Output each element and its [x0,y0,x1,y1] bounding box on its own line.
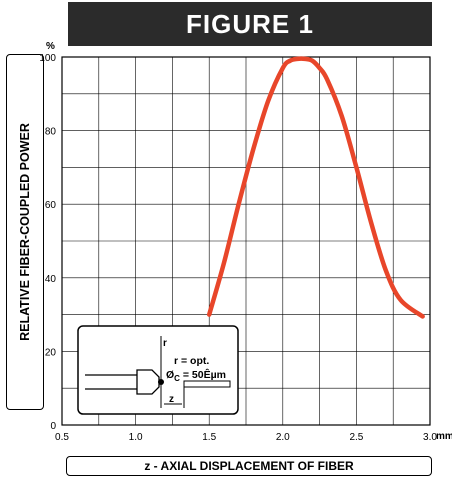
x-tick-label: 0.5 [55,432,69,443]
inset-core-diameter: ØC = 50Êµm [166,368,226,383]
y-tick-label: 80 [45,127,57,138]
x-axis-label: z - AXIAL DISPLACEMENT OF FIBER [144,459,354,473]
inset-sub-c: C [174,374,180,383]
plot-frame [61,56,431,426]
lens-housing [136,369,160,395]
y-tick-label: 40 [45,274,57,285]
x-axis-label-box: z - AXIAL DISPLACEMENT OF FIBER [66,456,432,476]
x-tick-label: 1.5 [202,432,216,443]
inset-r-opt: r = opt. [174,355,209,367]
y-tick-label: 60 [45,200,57,211]
inset-phi: Ø [166,369,174,381]
fiber-end [183,380,231,388]
x-tick-label: 3.0 [423,432,437,443]
inset-value: = 50Êµm [180,368,226,381]
y-axis-label-box: RELATIVE FIBER-COUPLED POWER [6,54,44,410]
y-unit-label: % [46,41,55,52]
inset-z-label: z [169,394,174,405]
inset-diagram: r r = opt. ØC = 50Êµm z [77,325,239,415]
y-tick-label: 0 [50,421,56,432]
y-tick-label: 100 [39,53,56,64]
x-tick-label: 2.5 [349,432,363,443]
inset-box [77,325,239,415]
x-unit-label: mm [436,431,452,442]
y-tick-label: 20 [45,347,57,358]
series-line [206,56,425,319]
tick-labels: 0.5 1.0 1.5 2.0 2.5 3.0 0 20 40 60 80 100 [39,53,437,443]
x-tick-label: 1.0 [129,432,143,443]
inset-r-label: r [163,338,167,349]
series-group [206,56,425,319]
chart-title: FIGURE 1 [68,2,432,46]
x-tick-label: 2.0 [276,432,290,443]
